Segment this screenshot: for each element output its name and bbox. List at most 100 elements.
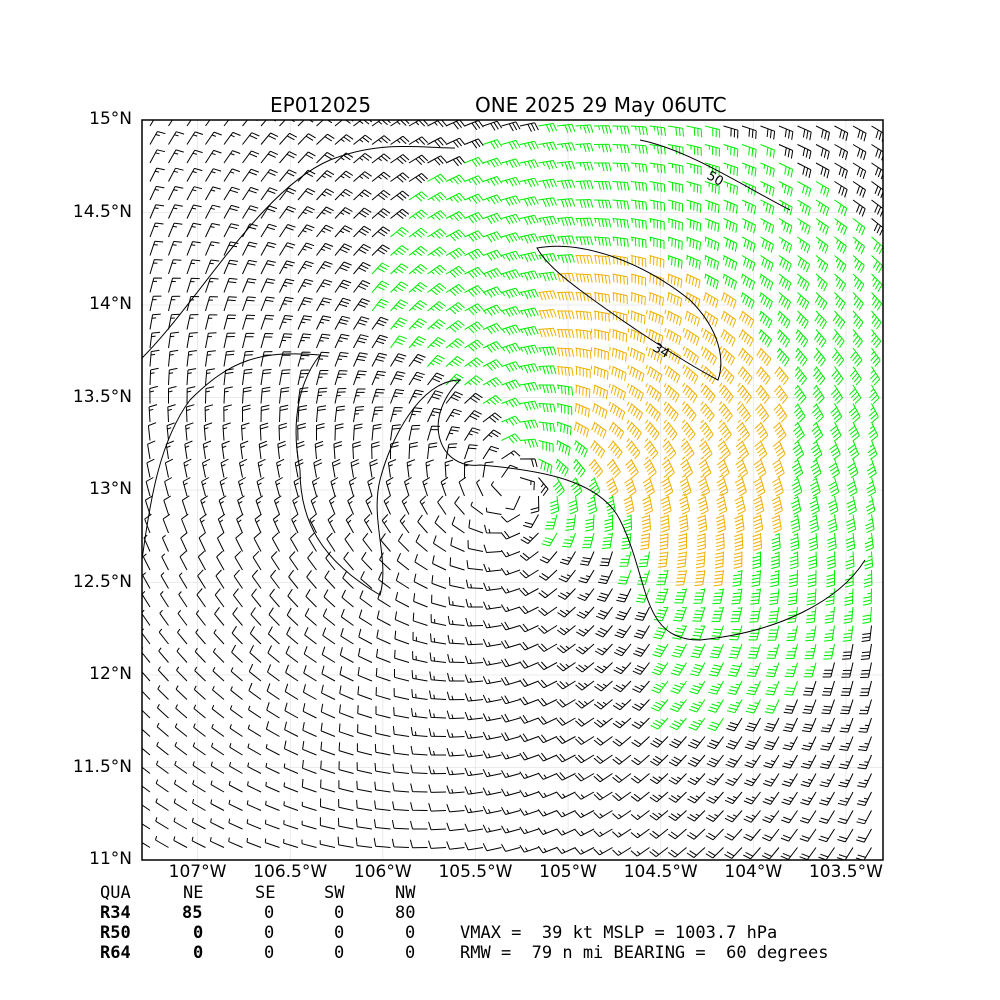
wind-barb: [337, 817, 354, 830]
wind-barb: [766, 643, 780, 659]
wind-barb: [700, 327, 718, 347]
wind-barb: [557, 310, 575, 320]
wind-barb: [840, 699, 854, 715]
wind-barb: [212, 648, 225, 663]
wind-barb: [709, 643, 724, 659]
wind-barb: [168, 240, 182, 256]
wind-barb: [500, 530, 521, 540]
wind-barb: [593, 273, 611, 284]
wind-barb: [623, 495, 635, 515]
wind-barb: [390, 353, 407, 367]
wind-barb: [656, 569, 669, 586]
wind-barb: [672, 625, 687, 640]
wind-barb: [214, 588, 225, 608]
wind-barb: [844, 569, 854, 588]
wind-barb: [697, 514, 708, 533]
wind-barb: [228, 799, 243, 811]
wind-barb: [519, 551, 539, 561]
wind-barb: [279, 169, 297, 182]
wind-barb: [842, 643, 854, 660]
wind-barb: [771, 477, 784, 497]
wind-barb: [568, 495, 579, 515]
wind-barb: [316, 261, 333, 275]
wind-barb: [706, 754, 724, 768]
wind-barb: [734, 495, 746, 515]
wind-barb: [519, 771, 539, 779]
wind-barb: [575, 124, 594, 134]
wind-barb: [762, 791, 780, 805]
wind-barb: [630, 162, 648, 173]
wind-barb: [149, 367, 159, 386]
wind-barb: [330, 477, 339, 497]
wind-barb: [829, 440, 841, 460]
wind-barb: [830, 403, 843, 423]
wind-barb: [864, 551, 874, 570]
wind-barb: [482, 231, 503, 243]
lat-tick-label: 12.5°N: [72, 571, 132, 592]
wind-barb: [565, 514, 576, 531]
wind-barb: [593, 828, 613, 838]
wind-barb: [577, 588, 595, 602]
wind-barb: [734, 532, 744, 551]
wind-barb: [231, 644, 243, 663]
wind-barb: [320, 779, 336, 793]
wind-barb: [786, 625, 798, 642]
wind-barb: [689, 662, 706, 677]
wind-barb: [198, 532, 206, 552]
wind-barb: [390, 245, 409, 256]
wind-barb: [334, 134, 354, 145]
wind-barb: [822, 662, 835, 678]
wind-barb: [365, 495, 373, 515]
wind-barb: [371, 370, 386, 386]
wind-barb: [681, 419, 696, 441]
wind-barb: [537, 734, 558, 744]
wind-barb: [649, 791, 669, 803]
wind-barb: [484, 524, 502, 534]
wind-barb: [422, 476, 431, 497]
wind-barb: [686, 847, 706, 859]
wind-barb: [242, 150, 260, 164]
wind-barb: [630, 144, 648, 154]
table-header-ne: NE: [183, 883, 204, 903]
wind-barb: [360, 571, 373, 589]
wind-barb: [760, 236, 774, 253]
wind-barb: [467, 540, 484, 552]
wind-barb: [574, 754, 595, 764]
wind-barb: [223, 223, 240, 238]
wind-barb: [834, 162, 848, 179]
wind-barb: [197, 569, 206, 589]
wind-barb: [556, 142, 576, 152]
wind-barb: [149, 295, 162, 312]
wind-barb: [806, 588, 817, 606]
wind-barb: [223, 332, 236, 349]
wind-barb: [445, 283, 465, 297]
wind-barb: [211, 723, 225, 737]
wind-barb: [205, 241, 220, 256]
wind-barb: [186, 120, 192, 127]
wind-barb: [625, 458, 639, 479]
wind-barb: [501, 732, 521, 742]
wind-barb: [142, 747, 151, 756]
wind-barb: [705, 828, 724, 841]
wind-barb: [674, 588, 687, 604]
wind-barb: [593, 125, 612, 134]
wind-barb: [223, 404, 232, 423]
table-r50-se: 0: [264, 923, 275, 943]
wind-barb: [649, 255, 665, 268]
wind-barb: [314, 440, 324, 460]
wind-barb: [321, 684, 336, 700]
wind-barb: [168, 295, 181, 312]
wind-barb: [145, 477, 154, 497]
wind-barb: [871, 199, 883, 217]
wind-barb: [537, 809, 558, 817]
wind-barb: [752, 551, 761, 569]
wind-barb: [814, 310, 827, 329]
wind-barb: [667, 125, 684, 137]
wind-barb: [538, 253, 557, 263]
wind-barb: [501, 751, 521, 760]
wind-barb: [678, 533, 687, 551]
wind-barb: [205, 168, 222, 182]
wind-barb: [790, 495, 802, 515]
lat-tick-label: 15°N: [89, 109, 132, 129]
wind-barb: [286, 607, 299, 626]
